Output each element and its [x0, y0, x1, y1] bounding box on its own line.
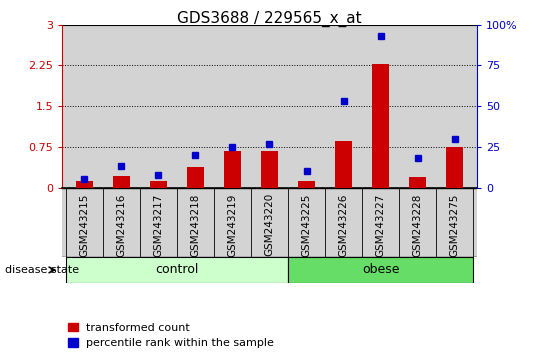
Bar	[224, 151, 241, 188]
Text: GSM243227: GSM243227	[376, 193, 386, 257]
Bar	[288, 257, 473, 283]
Text: GSM243220: GSM243220	[265, 193, 274, 256]
Text: control: control	[155, 263, 198, 276]
Text: GSM243275: GSM243275	[450, 193, 460, 257]
Bar	[446, 147, 463, 188]
Text: GSM243217: GSM243217	[153, 193, 163, 257]
Text: GSM243216: GSM243216	[116, 193, 126, 257]
Text: GSM243228: GSM243228	[413, 193, 423, 257]
Bar	[335, 142, 352, 188]
Text: GSM243215: GSM243215	[79, 193, 89, 257]
Bar	[76, 181, 93, 188]
Text: disease state: disease state	[5, 265, 80, 275]
Bar	[187, 167, 204, 188]
Bar	[261, 151, 278, 188]
Text: GSM243219: GSM243219	[227, 193, 238, 257]
Legend: transformed count, percentile rank within the sample: transformed count, percentile rank withi…	[67, 322, 274, 348]
Bar	[113, 176, 129, 188]
Text: GSM243225: GSM243225	[301, 193, 312, 257]
Bar	[298, 181, 315, 188]
Bar	[66, 257, 288, 283]
Text: obese: obese	[362, 263, 399, 276]
Text: GSM243218: GSM243218	[190, 193, 201, 257]
Text: GSM243226: GSM243226	[338, 193, 349, 257]
Text: GDS3688 / 229565_x_at: GDS3688 / 229565_x_at	[177, 11, 362, 27]
Bar	[372, 64, 389, 188]
Bar	[150, 181, 167, 188]
Bar	[410, 177, 426, 188]
